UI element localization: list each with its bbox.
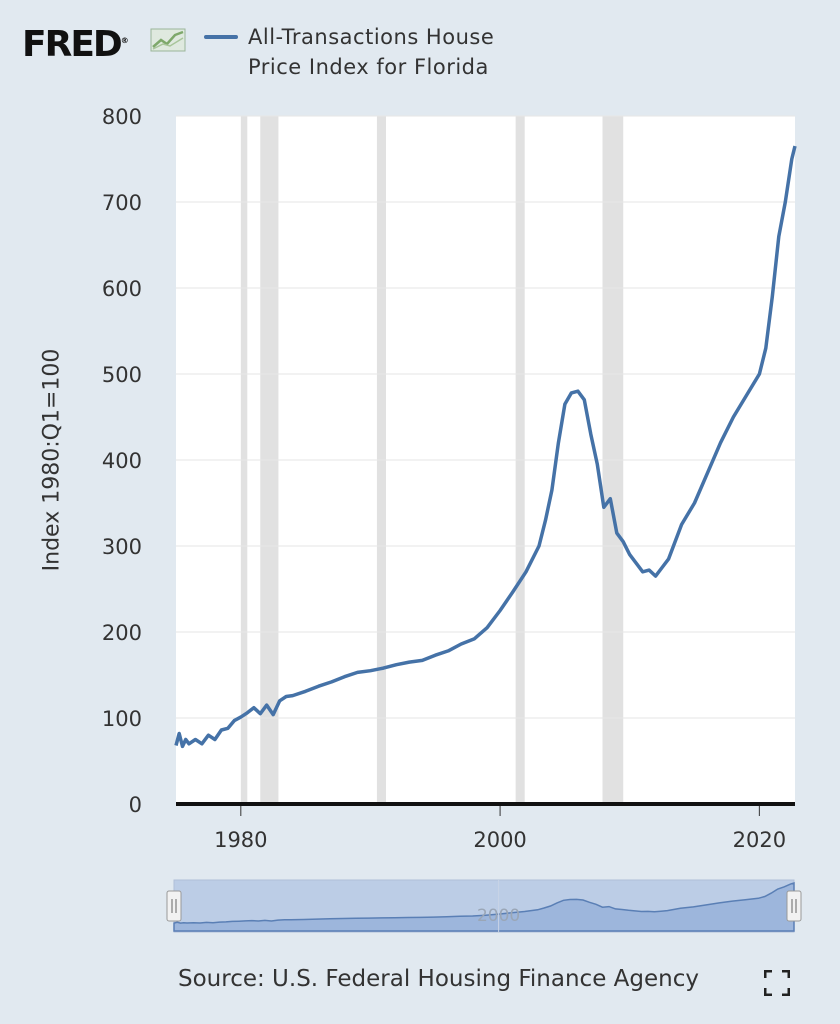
legend-series-label: All-Transactions House Price Index for F… [248, 25, 495, 79]
series-line [174, 145, 797, 749]
y-tick-label: 500 [102, 363, 142, 387]
x-tick-label: 2020 [733, 828, 786, 852]
fred-logo-text: FRED® [22, 24, 129, 65]
y-tick-label: 800 [102, 105, 142, 129]
x-tick-label: 1980 [214, 828, 267, 852]
expand-icon[interactable] [764, 970, 790, 996]
y-tick-label: 300 [102, 535, 142, 559]
handle-grip [786, 890, 802, 922]
y-tick-label: 700 [102, 191, 142, 215]
handle-grip [166, 890, 182, 922]
source-note: Source: U.S. Federal Housing Finance Age… [178, 966, 699, 992]
y-tick-label: 100 [102, 707, 142, 731]
navigator-handle-left[interactable] [166, 890, 182, 922]
y-tick-label: 200 [102, 621, 142, 645]
trend-line-icon [150, 28, 186, 52]
legend-swatch [204, 35, 238, 39]
navigator-series-area [173, 882, 795, 932]
y-tick-label: 600 [102, 277, 142, 301]
x-tick-label: 2000 [473, 828, 526, 852]
y-tick-label: 0 [129, 793, 142, 817]
y-tick-label: 400 [102, 449, 142, 473]
navigator-handle-right[interactable] [786, 890, 802, 922]
